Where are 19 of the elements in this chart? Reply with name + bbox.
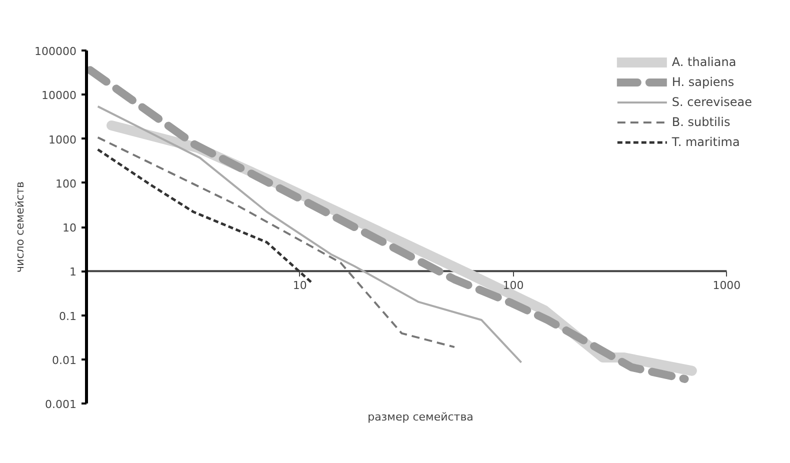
y-tick-label: 0.001 (45, 398, 77, 411)
legend-label: B. subtilis (672, 115, 730, 129)
y-tick-label: 0.01 (52, 354, 77, 367)
legend-label: A. thaliana (672, 55, 736, 69)
x-axis-title: размер семейства (368, 410, 474, 424)
y-tick-label: 10 (62, 222, 77, 234)
x-tick-label: 1000 (712, 279, 741, 292)
y-tick-label: 1000 (48, 133, 77, 146)
y-axis-title: число семейств (14, 182, 27, 272)
x-tick-label: 10 (292, 279, 307, 292)
x-tick-label: 100 (502, 279, 524, 292)
y-tick-label: 10000 (42, 89, 77, 102)
legend-label: H. sapiens (672, 75, 734, 89)
y-tick-label: 100000 (34, 45, 77, 58)
legend-label: T. maritima (672, 135, 740, 149)
y-tick-label: 0.1 (59, 310, 77, 323)
y-tick-label: 1 (70, 266, 76, 279)
y-tick-label: 100 (56, 177, 77, 190)
legend-label: S. cereviseae (672, 95, 752, 109)
